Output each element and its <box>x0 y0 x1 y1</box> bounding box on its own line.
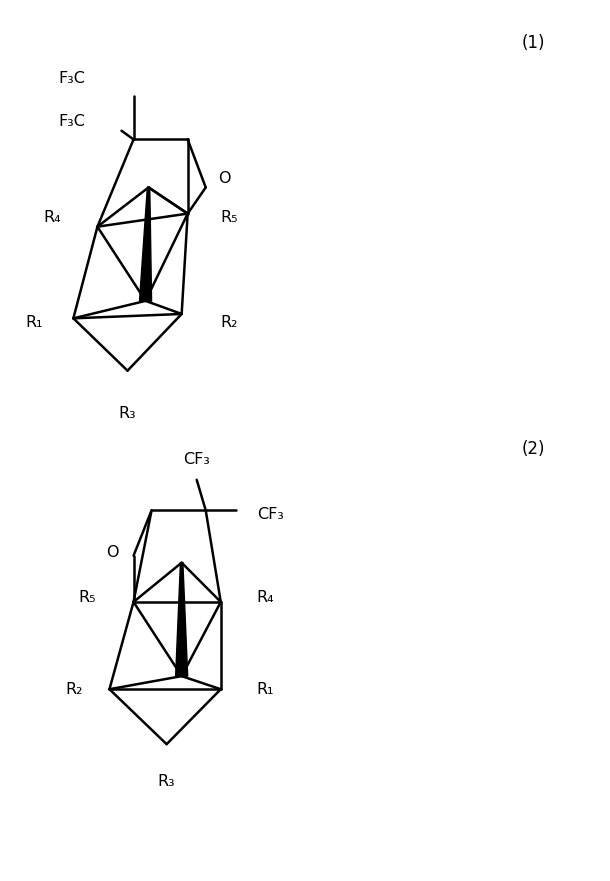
Text: R₄: R₄ <box>257 590 274 605</box>
Text: R₂: R₂ <box>65 682 82 697</box>
Text: R₁: R₁ <box>26 315 43 330</box>
Text: F₃C: F₃C <box>59 115 85 130</box>
Text: (1): (1) <box>522 34 545 53</box>
Text: (2): (2) <box>522 440 545 458</box>
Text: R₁: R₁ <box>257 682 274 697</box>
Text: R₃: R₃ <box>158 774 176 788</box>
Polygon shape <box>176 563 188 676</box>
Text: O: O <box>106 544 118 559</box>
Text: CF₃: CF₃ <box>183 452 210 467</box>
Text: R₃: R₃ <box>119 405 136 420</box>
Text: R₂: R₂ <box>221 315 238 330</box>
Text: R₅: R₅ <box>221 211 239 226</box>
Text: CF₃: CF₃ <box>257 507 284 522</box>
Text: O: O <box>218 171 230 186</box>
Text: R₄: R₄ <box>44 211 62 226</box>
Text: R₅: R₅ <box>78 590 96 605</box>
Polygon shape <box>140 188 151 301</box>
Text: F₃C: F₃C <box>59 70 85 85</box>
